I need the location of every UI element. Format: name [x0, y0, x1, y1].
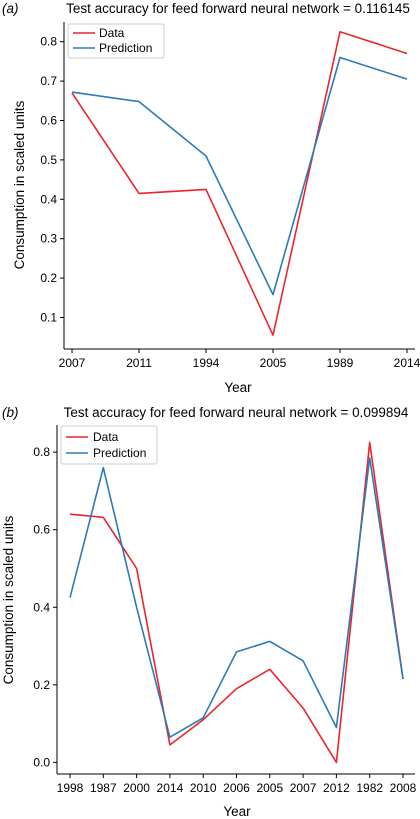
panel-label-b: (b) [2, 405, 19, 420]
series-line-prediction-a [71, 56, 408, 296]
x-tick-label-a: 1989 [327, 356, 354, 370]
legend-a: Data Prediction [67, 23, 165, 59]
panel-label-a: (a) [2, 1, 19, 16]
chart-title-b: Test accuracy for feed forward neural ne… [64, 405, 409, 420]
x-tick-label-a: 2005 [260, 356, 287, 370]
chart-panel-b: (b) Test accuracy for feed forward neura… [1, 405, 417, 819]
x-tick-label-a: 1994 [193, 356, 220, 370]
x-tick-label-b: 1982 [356, 781, 383, 795]
x-tick-label-b: 2014 [157, 781, 184, 795]
y-tick-label-a: 0.3 [40, 232, 57, 246]
legend-box-b [60, 425, 158, 465]
x-axis-title-a: Year [224, 380, 252, 395]
x-tick-label-b: 2000 [123, 781, 150, 795]
y-axis-title-b: Consumption in scaled units [1, 515, 16, 684]
legend-label-data-a: Data [99, 26, 125, 40]
y-axis-title-a: Consumption in scaled units [12, 100, 27, 269]
y-tick-label-a: 0.4 [40, 192, 57, 206]
y-tick-label-b: 0.6 [33, 523, 50, 537]
legend-label-prediction-a: Prediction [99, 41, 152, 55]
y-tick-label-a: 0.5 [40, 153, 57, 167]
x-tick-label-b: 2010 [190, 781, 217, 795]
x-tick-label-b: 1987 [90, 781, 117, 795]
chart-panel-a: (a) Test accuracy for feed forward neura… [2, 1, 420, 395]
x-axis-title-b: Year [223, 804, 251, 819]
y-tick-label-b: 0.8 [33, 445, 50, 459]
y-tick-label-b: 0.0 [33, 755, 50, 769]
legend-b: Data Prediction [60, 425, 158, 465]
x-tick-label-a: 2011 [126, 356, 152, 370]
x-tick-label-a: 2007 [59, 356, 86, 370]
y-tick-label-a: 0.6 [40, 113, 57, 127]
series-line-prediction-b [69, 457, 404, 739]
x-tick-label-b: 2012 [323, 781, 350, 795]
y-tick-label-a: 0.7 [40, 74, 57, 88]
x-tick-label-b: 2008 [390, 781, 417, 795]
y-tick-label-a: 0.8 [40, 35, 57, 49]
series-line-data-b [69, 441, 404, 764]
x-tick-label-b: 2006 [223, 781, 250, 795]
chart-title-a: Test accuracy for feed forward neural ne… [66, 1, 410, 16]
y-tick-label-a: 0.2 [40, 271, 57, 285]
x-tick-label-b: 2007 [290, 781, 317, 795]
y-tick-label-b: 0.2 [33, 678, 50, 692]
x-tick-label-a: 2014 [394, 356, 420, 370]
y-tick-label-b: 0.4 [33, 600, 50, 614]
x-tick-label-b: 2005 [256, 781, 283, 795]
legend-label-prediction-b: Prediction [93, 446, 146, 460]
series-line-data-a [71, 30, 408, 337]
legend-label-data-b: Data [93, 430, 119, 444]
y-tick-label-a: 0.1 [40, 310, 57, 324]
x-tick-label-b: 1998 [57, 781, 84, 795]
